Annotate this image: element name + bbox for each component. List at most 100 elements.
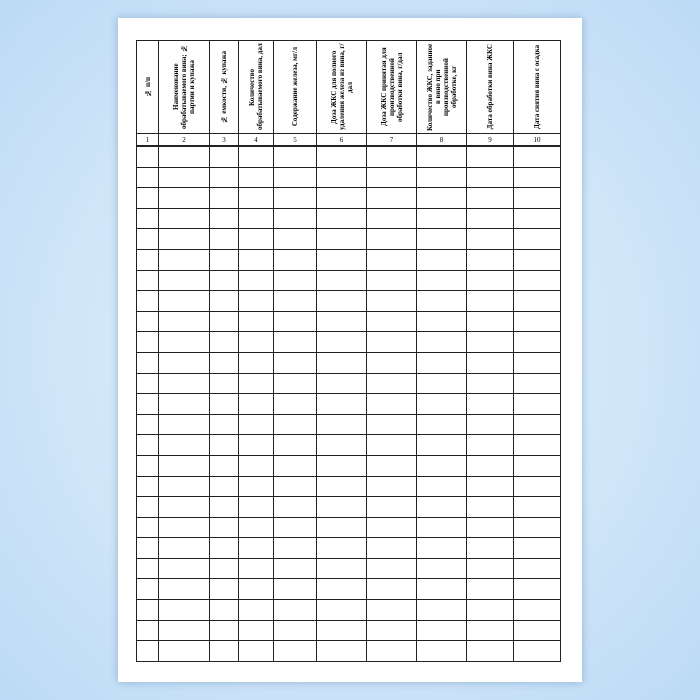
table-cell bbox=[466, 516, 514, 539]
table-cell bbox=[316, 228, 367, 250]
table-cell bbox=[273, 228, 317, 250]
table-row bbox=[136, 248, 561, 271]
table-cell bbox=[238, 393, 274, 415]
table-cell bbox=[316, 207, 367, 230]
table-cell bbox=[316, 413, 367, 436]
table-cell bbox=[466, 393, 514, 415]
table-cell bbox=[238, 269, 274, 292]
table-cell bbox=[209, 496, 239, 518]
table-cell bbox=[416, 619, 467, 642]
table-cell bbox=[158, 496, 210, 518]
table-cell bbox=[238, 145, 274, 168]
table-cell bbox=[513, 145, 561, 168]
table-cell bbox=[366, 145, 417, 168]
table-cell bbox=[136, 290, 159, 312]
table-cell bbox=[238, 434, 274, 456]
table-cell bbox=[209, 310, 239, 333]
table-cell bbox=[513, 434, 561, 456]
table-cell bbox=[273, 145, 317, 168]
table-cell bbox=[209, 372, 239, 395]
table-row bbox=[136, 619, 561, 642]
table-cell bbox=[513, 619, 561, 642]
table-cell bbox=[136, 248, 159, 271]
table-cell bbox=[366, 640, 417, 662]
table-row bbox=[136, 187, 561, 209]
table-cell bbox=[316, 475, 367, 498]
column-header-text: Дата снятия вина с осадка bbox=[533, 45, 541, 129]
table-cell bbox=[366, 207, 417, 230]
table-cell bbox=[209, 166, 239, 189]
table-cell bbox=[416, 475, 467, 498]
table-cell bbox=[366, 269, 417, 292]
table-cell bbox=[273, 166, 317, 189]
table-cell bbox=[366, 372, 417, 395]
table-cell bbox=[416, 578, 467, 601]
table-row bbox=[136, 413, 561, 436]
column-number: 5 bbox=[273, 133, 317, 147]
table-cell bbox=[366, 516, 417, 539]
table-cell bbox=[273, 599, 317, 621]
journal-table: № п/п Наименование обрабатываемого вина; … bbox=[136, 40, 561, 662]
table-cell bbox=[136, 454, 159, 477]
table-cell bbox=[273, 331, 317, 353]
table-cell bbox=[158, 290, 210, 312]
table-cell bbox=[273, 413, 317, 436]
table-cell bbox=[416, 166, 467, 189]
table-cell bbox=[366, 228, 417, 250]
table-cell bbox=[158, 619, 210, 642]
table-row bbox=[136, 516, 561, 539]
table-cell bbox=[466, 619, 514, 642]
table-cell bbox=[209, 393, 239, 415]
table-cell bbox=[158, 475, 210, 498]
table-cell bbox=[416, 187, 467, 209]
table-cell bbox=[209, 331, 239, 353]
table-cell bbox=[513, 599, 561, 621]
table-cell bbox=[513, 640, 561, 662]
table-cell bbox=[273, 537, 317, 559]
table-cell bbox=[416, 413, 467, 436]
table-cell bbox=[136, 578, 159, 601]
table-cell bbox=[273, 434, 317, 456]
table-cell bbox=[273, 516, 317, 539]
table-cell bbox=[158, 578, 210, 601]
table-cell bbox=[158, 310, 210, 333]
table-cell bbox=[238, 372, 274, 395]
table-cell bbox=[158, 393, 210, 415]
column-header-text: № п/п bbox=[143, 77, 152, 97]
table-cell bbox=[136, 310, 159, 333]
column-header-text: Наименование обрабатываемого вина; № пар… bbox=[172, 44, 196, 130]
table-cell bbox=[513, 578, 561, 601]
table-cell bbox=[466, 454, 514, 477]
table-cell bbox=[158, 454, 210, 477]
table-cell bbox=[366, 454, 417, 477]
table-cell bbox=[466, 578, 514, 601]
table-cell bbox=[273, 454, 317, 477]
column-header-text: Количество обрабатываемого вина, дал bbox=[248, 43, 264, 131]
column-header: № емкости, № купажа bbox=[209, 40, 239, 134]
table-row bbox=[136, 331, 561, 353]
table-cell bbox=[416, 393, 467, 415]
column-header-text: Доза ЖКС для полного удаления железа из … bbox=[329, 43, 354, 131]
table-cell bbox=[273, 269, 317, 292]
column-header-text: Доза ЖКС принятая для производственной о… bbox=[379, 47, 404, 127]
table-cell bbox=[238, 310, 274, 333]
table-cell bbox=[136, 413, 159, 436]
table-cell bbox=[238, 578, 274, 601]
table-cell bbox=[366, 599, 417, 621]
table-cell bbox=[209, 351, 239, 374]
table-cell bbox=[416, 248, 467, 271]
column-number: 2 bbox=[158, 133, 210, 147]
column-number: 3 bbox=[209, 133, 239, 147]
table-cell bbox=[238, 413, 274, 436]
table-cell bbox=[238, 248, 274, 271]
table-cell bbox=[209, 599, 239, 621]
table-cell bbox=[238, 599, 274, 621]
table-cell bbox=[209, 269, 239, 292]
table-cell bbox=[238, 640, 274, 662]
table-cell bbox=[158, 372, 210, 395]
table-cell bbox=[273, 640, 317, 662]
table-cell bbox=[513, 454, 561, 477]
column-number: 10 bbox=[513, 133, 561, 147]
table-cell bbox=[513, 310, 561, 333]
table-cell bbox=[209, 145, 239, 168]
